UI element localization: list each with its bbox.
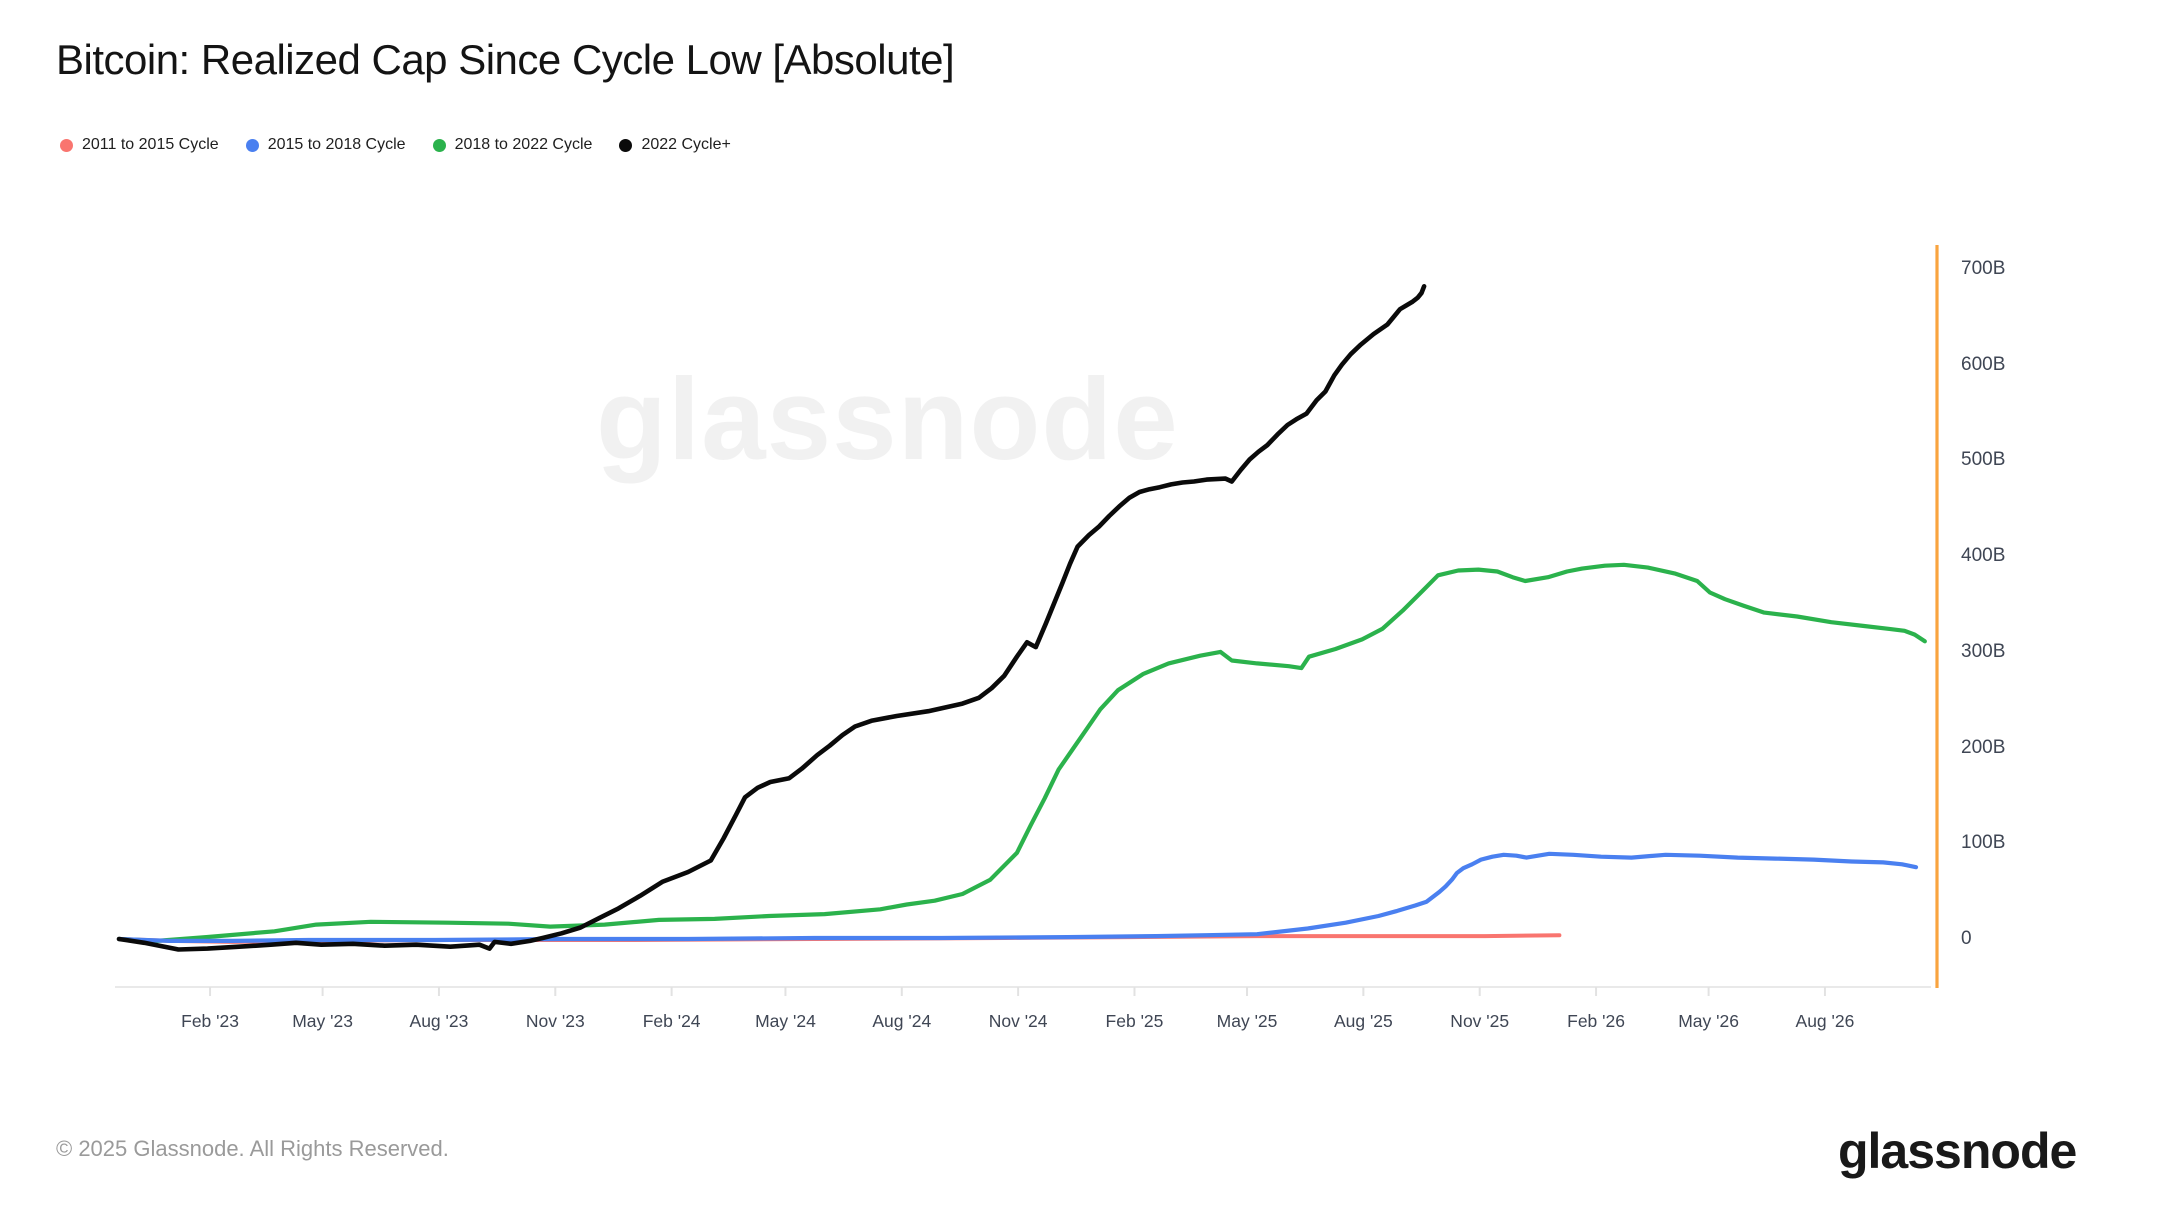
legend-item-label: 2018 to 2022 Cycle	[454, 136, 593, 153]
legend-item-2018-to-2022-cycle[interactable]: 2018 to 2022 Cycle	[432, 136, 593, 154]
y-axis-label-200b: 200B	[1961, 736, 2006, 758]
legend-dot-icon	[245, 138, 259, 152]
series-line-2015-to-2018-cycle	[116, 851, 1919, 944]
series-line-2022-cycle	[116, 283, 1427, 952]
x-axis-label-may-25: May '25	[1216, 1011, 1278, 1031]
x-axis-label-feb-26: Feb '26	[1567, 1011, 1625, 1031]
x-axis-label-nov-23: Nov '23	[525, 1011, 585, 1031]
series-line-2018-to-2022-cycle	[116, 562, 1927, 944]
x-axis-label-nov-24: Nov '24	[988, 1011, 1048, 1031]
x-axis-label-may-26: May '26	[1678, 1011, 1739, 1031]
legend-item-label: 2015 to 2018 Cycle	[267, 136, 406, 153]
legend: 2011 to 2015 Cycle 2015 to 2018 Cycle 2018…	[60, 136, 731, 154]
y-axis-label-700b: 700B	[1961, 258, 2006, 280]
legend-item-label: 2011 to 2015 Cycle	[82, 136, 219, 153]
x-axis-label-nov-25: Nov '25	[1450, 1011, 1510, 1031]
legend-item-2011-to-2015-cycle[interactable]: 2011 to 2015 Cycle	[60, 136, 219, 154]
x-axis-label-may-23: May '23	[292, 1011, 353, 1031]
glassnode-watermark: glassnode	[596, 354, 1179, 484]
legend-dot-icon	[60, 138, 73, 152]
y-axis-label-600b: 600B	[1961, 353, 2006, 375]
x-axis-label-feb-23: Feb '23	[181, 1011, 239, 1031]
chart-title: Bitcoin: Realized Cap Since Cycle Low [A…	[56, 36, 955, 83]
x-axis-label-feb-24: Feb '24	[642, 1011, 701, 1031]
x-axis-label-aug-24: Aug '24	[872, 1011, 932, 1031]
legend-item-2022-cycle[interactable]: 2022 Cycle+	[619, 136, 731, 154]
glassnode-logo: glassnode	[1838, 1123, 2077, 1179]
legend-dot-icon	[619, 138, 633, 152]
x-axis-label-feb-25: Feb '25	[1105, 1011, 1164, 1031]
y-axis-label-300b: 300B	[1961, 640, 2006, 662]
copyright-text: © 2025 Glassnode. All Rights Reserved.	[56, 1136, 449, 1161]
x-axis-label-aug-26: Aug '26	[1795, 1011, 1855, 1031]
legend-item-2015-to-2018-cycle[interactable]: 2015 to 2018 Cycle	[245, 136, 406, 154]
x-axis-label-aug-25: Aug '25	[1333, 1011, 1393, 1031]
x-axis-label-may-24: May '24	[755, 1011, 816, 1031]
y-axis-label-500b: 500B	[1961, 449, 2006, 471]
legend-item-label: 2022 Cycle+	[641, 136, 731, 153]
y-axis-label-400b: 400B	[1961, 545, 2006, 567]
y-axis-label-100b: 100B	[1961, 832, 2006, 854]
y-axis-label-0: 0	[1961, 928, 1972, 949]
x-axis-label-aug-23: Aug '23	[409, 1011, 469, 1031]
legend-dot-icon	[432, 138, 446, 152]
